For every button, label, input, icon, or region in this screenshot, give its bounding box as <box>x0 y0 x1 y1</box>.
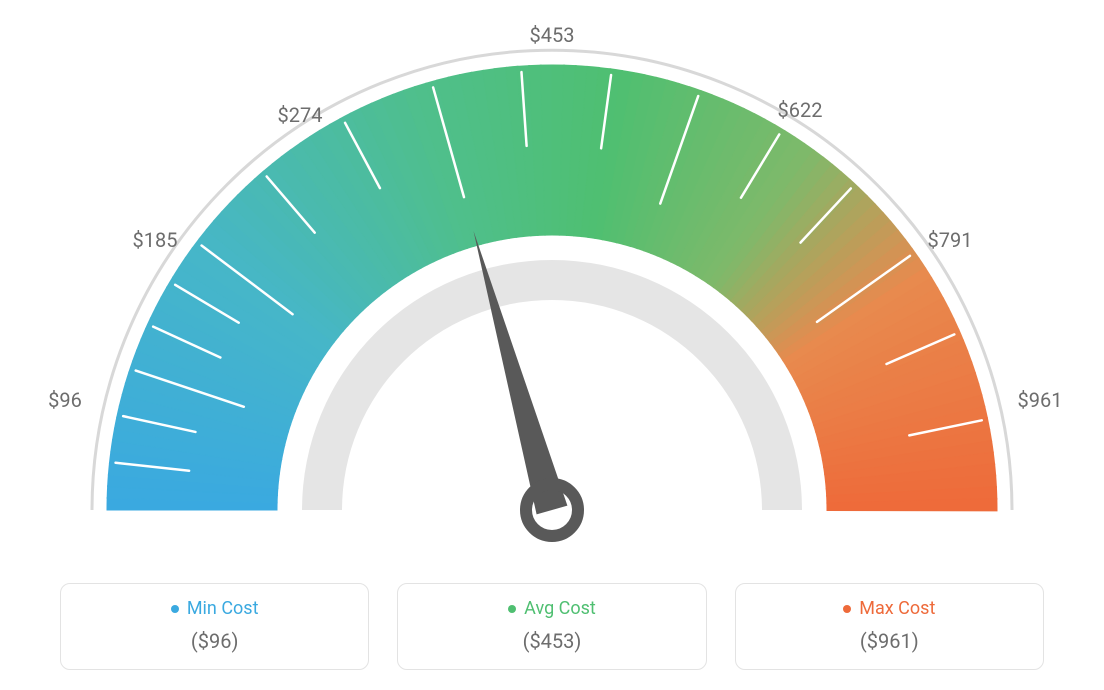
legend-label-min: Min Cost <box>187 598 259 619</box>
legend-title-min: Min Cost <box>171 598 259 619</box>
legend-value-min: ($96) <box>81 629 348 653</box>
gauge-tick-label: $185 <box>133 228 178 252</box>
legend-label-avg: Avg Cost <box>524 598 596 619</box>
legend-value-avg: ($453) <box>418 629 685 653</box>
gauge-area: $96 $185 $274 $453 $622 $791 $961 <box>0 0 1104 560</box>
gauge-tick-label: $453 <box>530 23 575 47</box>
legend-dot-min <box>171 605 179 613</box>
gauge-tick-label: $96 <box>48 388 82 412</box>
legend-card-max: Max Cost ($961) <box>735 583 1044 671</box>
legend-card-avg: Avg Cost ($453) <box>397 583 706 671</box>
gauge-chart-wrap: $96 $185 $274 $453 $622 $791 $961 Min Cost ($9… <box>0 0 1104 690</box>
legend-row: Min Cost ($96) Avg Cost ($453) Max Cost … <box>0 583 1104 671</box>
legend-title-avg: Avg Cost <box>508 598 596 619</box>
legend-value-max: ($961) <box>756 629 1023 653</box>
gauge-svg <box>0 0 1104 560</box>
gauge-tick-label: $961 <box>1018 388 1063 412</box>
gauge-tick-label: $274 <box>278 103 323 127</box>
legend-title-max: Max Cost <box>843 598 935 619</box>
legend-label-max: Max Cost <box>859 598 935 619</box>
gauge-tick-label: $791 <box>928 228 973 252</box>
legend-card-min: Min Cost ($96) <box>60 583 369 671</box>
legend-dot-avg <box>508 605 516 613</box>
legend-dot-max <box>843 605 851 613</box>
gauge-tick-label: $622 <box>778 98 823 122</box>
